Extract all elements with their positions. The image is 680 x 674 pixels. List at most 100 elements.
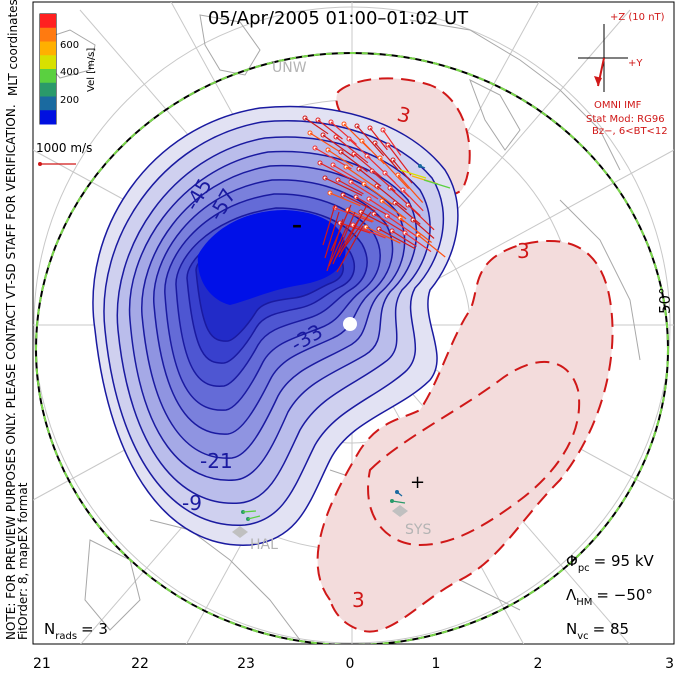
velocity-vector <box>378 228 416 250</box>
colorbar-tick-200: 200 <box>60 95 79 106</box>
velocity-vector <box>397 174 424 203</box>
velocity-vector <box>353 153 382 178</box>
velocity-vector <box>337 179 364 195</box>
velocity-vector <box>387 144 412 176</box>
velocity-vector <box>322 134 355 158</box>
mlt-coordinates-label: MLT coordinates <box>6 0 20 96</box>
velocity-vector <box>324 211 340 259</box>
velocity-vector <box>327 149 354 167</box>
velocity-vector <box>340 211 372 253</box>
nvc-stat: Nvc = 85 <box>566 620 629 642</box>
preview-note: NOTE: FOR PREVIEW PURPOSES ONLY. PLEASE … <box>4 104 18 640</box>
velocity-vector <box>360 211 389 227</box>
colorbar-swatch <box>40 14 56 29</box>
velocity-vector <box>402 189 424 212</box>
colorbar-tick-400: 400 <box>60 67 79 78</box>
station-marker-hal <box>232 526 248 538</box>
velocity-vector <box>324 177 363 197</box>
colorbar-tick-600: 600 <box>60 40 79 51</box>
contour-label-neg21: -21 <box>200 449 233 473</box>
lambda-hm-stat: ΛHM = −50° <box>566 586 653 608</box>
velocity-vector <box>330 204 352 252</box>
reference-vector: 1000 m/s <box>36 141 92 166</box>
station-vectors <box>241 164 426 521</box>
velocity-vector <box>329 192 361 207</box>
negative-potential-cell <box>92 105 459 546</box>
colorbar-swatch <box>40 110 56 125</box>
svg-text:OMNI IMF: OMNI IMF <box>594 100 642 111</box>
svg-text:+Z (10 nT): +Z (10 nT) <box>610 12 665 23</box>
velocity-vector <box>356 125 385 157</box>
velocity-vector <box>330 121 357 145</box>
velocity-vector <box>304 117 329 135</box>
colorbar-swatch <box>40 27 56 42</box>
magnetic-pole-marker <box>343 317 357 331</box>
velocity-vector <box>332 164 366 185</box>
station-marker-sys <box>392 505 408 517</box>
svg-text:Bz−, 6<BT<12: Bz−, 6<BT<12 <box>592 126 668 137</box>
colorbar-swatch <box>40 41 56 56</box>
velocity-vector <box>399 169 427 179</box>
fit-order-note: FitOrder: 8, mapEX format <box>16 482 30 640</box>
velocity-vector <box>399 217 432 243</box>
svg-text:Stat Mod: RG96: Stat Mod: RG96 <box>586 114 665 125</box>
velocity-vector <box>342 194 376 212</box>
svg-text:+Y: +Y <box>628 58 643 69</box>
fit-statistics: Φpc = 95 kV ΛHM = −50° Nvc = 85 Nrads = 3 <box>44 552 655 642</box>
velocity-vector <box>379 157 410 190</box>
nrads-stat: Nrads = 3 <box>44 620 108 642</box>
velocity-vector <box>374 142 399 170</box>
contour-label-pos3-bottom: 3 <box>352 588 365 612</box>
velocity-vector <box>417 234 446 258</box>
velocity-vector <box>373 213 404 232</box>
velocity-vector <box>317 119 343 140</box>
velocity-vector <box>365 226 401 244</box>
velocity-vector <box>404 232 432 253</box>
contour-label-pos3-right: 3 <box>517 239 530 263</box>
velocity-vector <box>376 185 407 211</box>
mlt-tick-label: 2 <box>534 656 543 672</box>
mlt-tick-label: 23 <box>237 656 255 672</box>
velocity-vector <box>326 218 344 272</box>
velocity-vector <box>352 224 386 239</box>
velocity-vector <box>412 219 435 239</box>
velocity-vector <box>335 136 369 164</box>
mlt-tick-label: 22 <box>131 656 149 672</box>
velocity-vector <box>345 166 380 191</box>
contour-label-pos3-top: 3 <box>395 102 414 128</box>
plot-title: 05/Apr/2005 01:00–01:02 UT <box>208 8 469 29</box>
velocity-vector <box>358 168 382 187</box>
potential-minimum-marker: – <box>292 213 302 237</box>
positive-cell-lower <box>316 239 614 633</box>
potential-maximum-marker: + <box>410 472 425 493</box>
mlt-tick-label: 1 <box>432 656 441 672</box>
velocity-vector <box>391 230 417 247</box>
velocity-vectors <box>302 115 451 273</box>
velocity-vector <box>319 162 351 180</box>
velocity-vector <box>407 204 435 231</box>
velocity-colorbar: 600 400 200 Vel [m/s] <box>39 13 97 125</box>
mlt-tick-label: 0 <box>346 656 355 672</box>
mlt-tick-label: 21 <box>33 656 51 672</box>
mlt-tick-label: 3 <box>665 656 674 672</box>
colorbar-swatch <box>40 69 56 84</box>
latitude-label: 50° <box>656 287 674 314</box>
velocity-vector <box>340 151 368 173</box>
velocity-vector <box>334 218 360 260</box>
velocity-vector <box>336 225 364 273</box>
velocity-vector <box>389 187 421 217</box>
station-label-unw: UNW <box>272 60 307 76</box>
imf-clock: +Z (10 nT) +Y OMNI IMF Stat Mod: RG96 Bz… <box>578 12 668 137</box>
mlt-axis: 21 22 23 0 1 2 3 <box>33 656 674 672</box>
colorbar-swatch <box>40 82 56 97</box>
velocity-vector <box>309 132 340 153</box>
velocity-vector <box>363 183 393 205</box>
velocity-vector <box>381 200 407 220</box>
phi-pc-stat: Φpc = 95 kV <box>566 552 655 574</box>
svg-text:1000 m/s: 1000 m/s <box>36 141 92 155</box>
velocity-vector <box>350 181 379 200</box>
colorbar-swatch <box>40 96 56 111</box>
velocity-vector <box>386 215 418 238</box>
heppner-maynard-boundary-dash <box>35 52 669 644</box>
velocity-vector <box>392 159 413 184</box>
